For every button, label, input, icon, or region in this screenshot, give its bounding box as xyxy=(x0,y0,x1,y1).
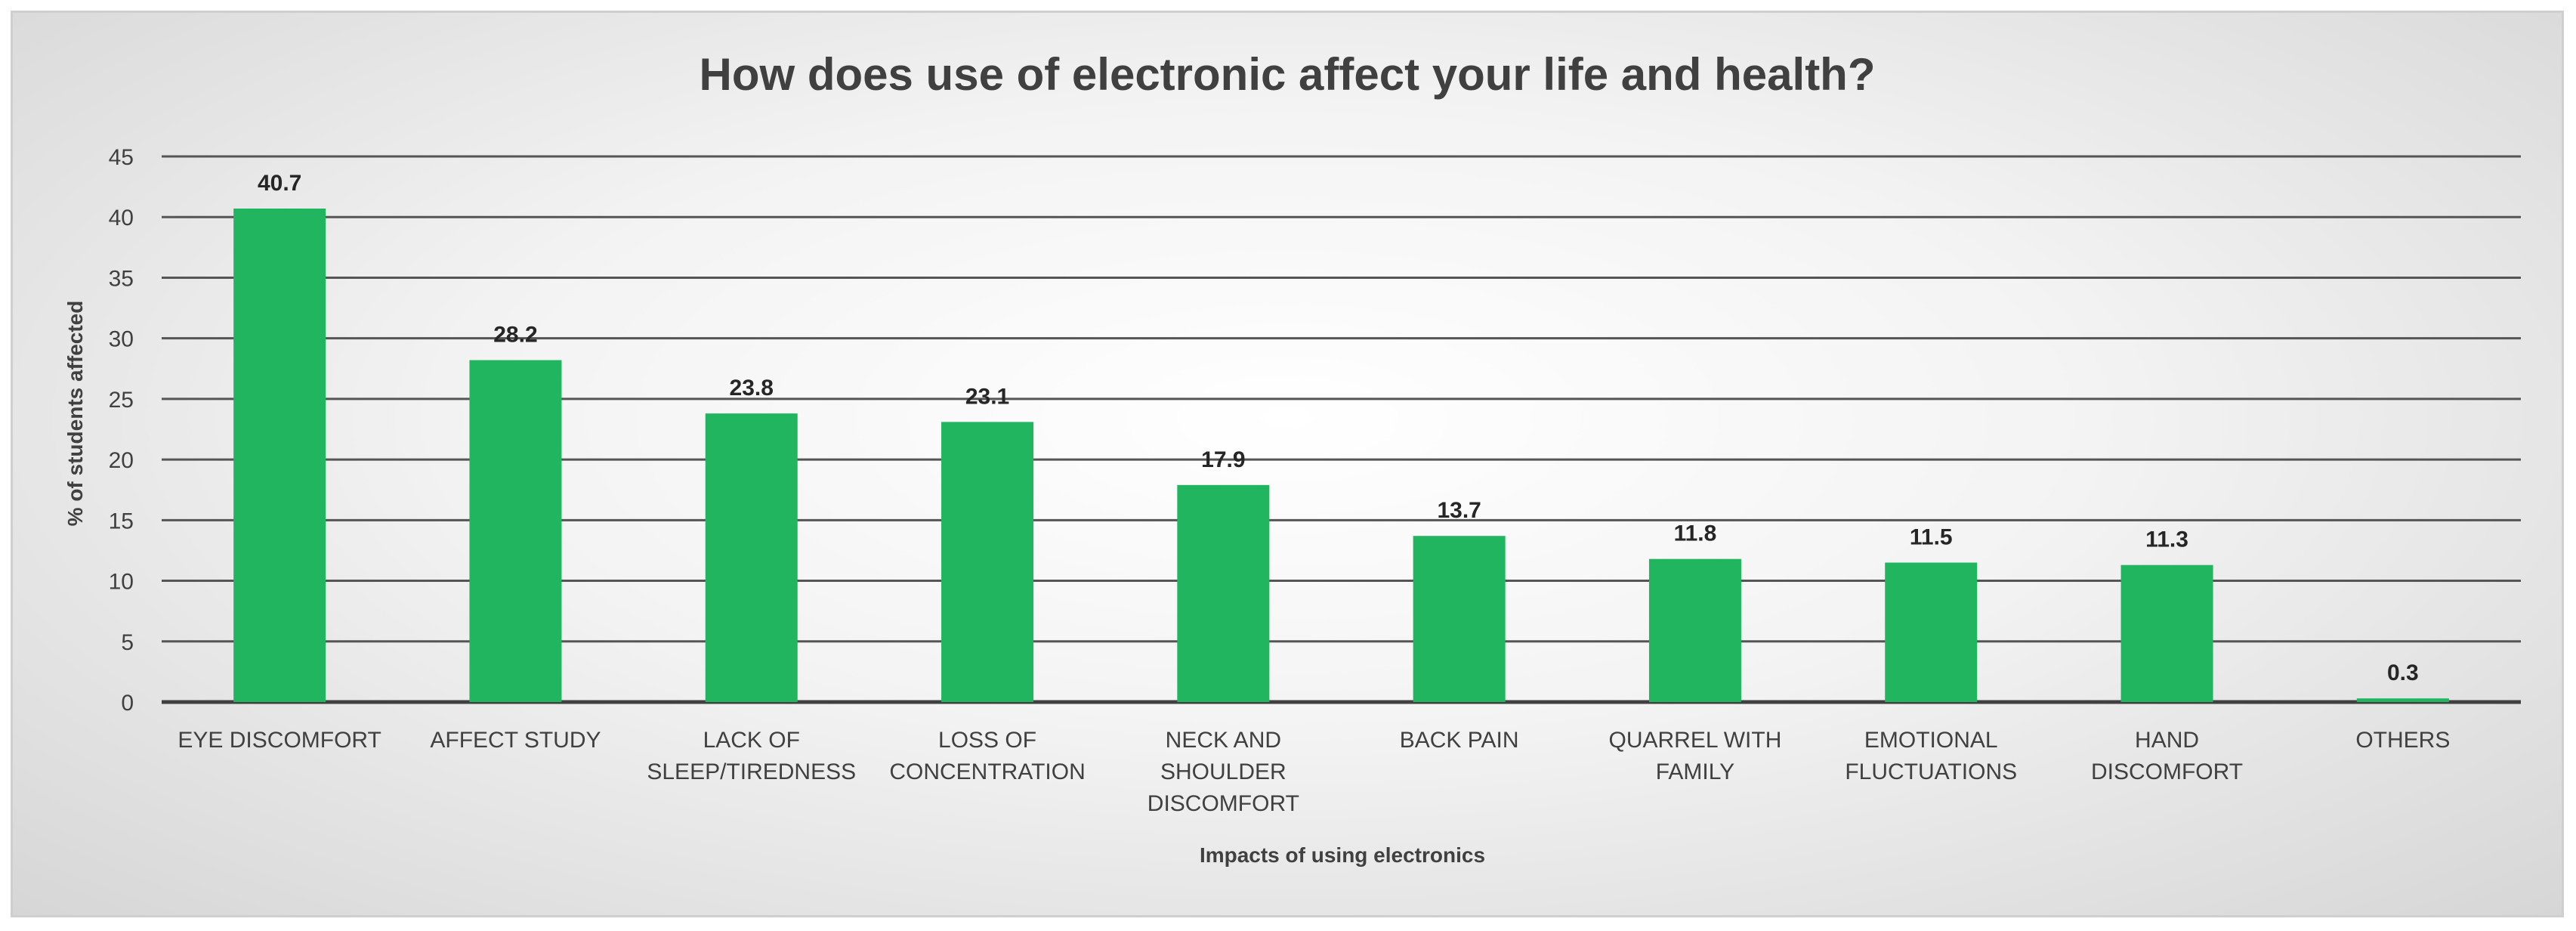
x-tick-label: EYE DISCOMFORT xyxy=(178,728,381,753)
bar xyxy=(2120,564,2213,702)
x-tick-label: EMOTIONAL FLUCTUATIONS xyxy=(1845,728,2017,784)
data-label: 0.3 xyxy=(2387,660,2419,685)
x-axis-ticks: EYE DISCOMFORT AFFECT STUDY LACK OF SLEEP/T… xyxy=(178,728,2450,816)
data-label: 13.7 xyxy=(1437,498,1481,523)
bar xyxy=(233,208,326,703)
bar-chart: How does use of electronic affect your l… xyxy=(63,49,2521,867)
data-label: 23.8 xyxy=(730,376,774,401)
y-tick-label: 0 xyxy=(121,691,134,716)
y-axis-ticks: 0 5 10 15 20 25 30 35 40 45 xyxy=(109,145,134,716)
x-tick-label: LACK OF SLEEP/TIREDNESS xyxy=(647,728,856,784)
y-tick-label: 15 xyxy=(109,509,134,534)
y-tick-label: 45 xyxy=(109,145,134,170)
y-tick-label: 30 xyxy=(109,327,134,352)
y-tick-label: 25 xyxy=(109,388,134,413)
data-label: 11.3 xyxy=(2145,527,2188,552)
bar xyxy=(1413,536,1506,702)
data-labels: 40.7 28.2 23.8 23.1 17.9 13.7 11.8 11.5 11.3 0.3 xyxy=(258,171,2419,685)
y-tick-label: 10 xyxy=(109,570,134,595)
data-label: 23.1 xyxy=(965,384,1009,409)
x-tick-label: OTHERS xyxy=(2355,728,2450,753)
chart-title: How does use of electronic affect your l… xyxy=(700,49,1876,100)
bar xyxy=(705,413,798,702)
bar xyxy=(469,360,562,702)
bar xyxy=(2356,698,2449,702)
x-tick-label: LOSS OF CONCENTRATION xyxy=(889,728,1085,784)
bar xyxy=(1177,484,1270,702)
x-tick-label: BACK PAIN xyxy=(1400,728,1519,753)
bar xyxy=(941,422,1034,702)
data-label: 28.2 xyxy=(493,323,537,348)
bar xyxy=(1648,558,1741,702)
y-axis-title: % of students affected xyxy=(63,301,87,527)
bars xyxy=(233,208,2449,703)
data-label: 40.7 xyxy=(258,171,301,196)
x-tick-label: QUARREL WITH FAMILY xyxy=(1608,728,1781,784)
bar xyxy=(1885,562,1978,702)
y-tick-label: 35 xyxy=(109,266,134,291)
x-tick-label: HAND DISCOMFORT xyxy=(2091,728,2243,784)
x-tick-label: NECK AND SHOULDER DISCOMFORT xyxy=(1147,728,1299,816)
data-label: 11.5 xyxy=(1910,524,1953,549)
x-axis-title: Impacts of using electronics xyxy=(1200,843,1485,867)
y-tick-label: 40 xyxy=(109,206,134,230)
y-tick-label: 20 xyxy=(109,448,134,473)
chart-frame: How does use of electronic affect your l… xyxy=(11,11,2564,917)
x-tick-label: AFFECT STUDY xyxy=(430,728,601,753)
y-tick-label: 5 xyxy=(121,630,134,655)
data-label: 17.9 xyxy=(1201,447,1245,472)
data-label: 11.8 xyxy=(1674,521,1717,546)
